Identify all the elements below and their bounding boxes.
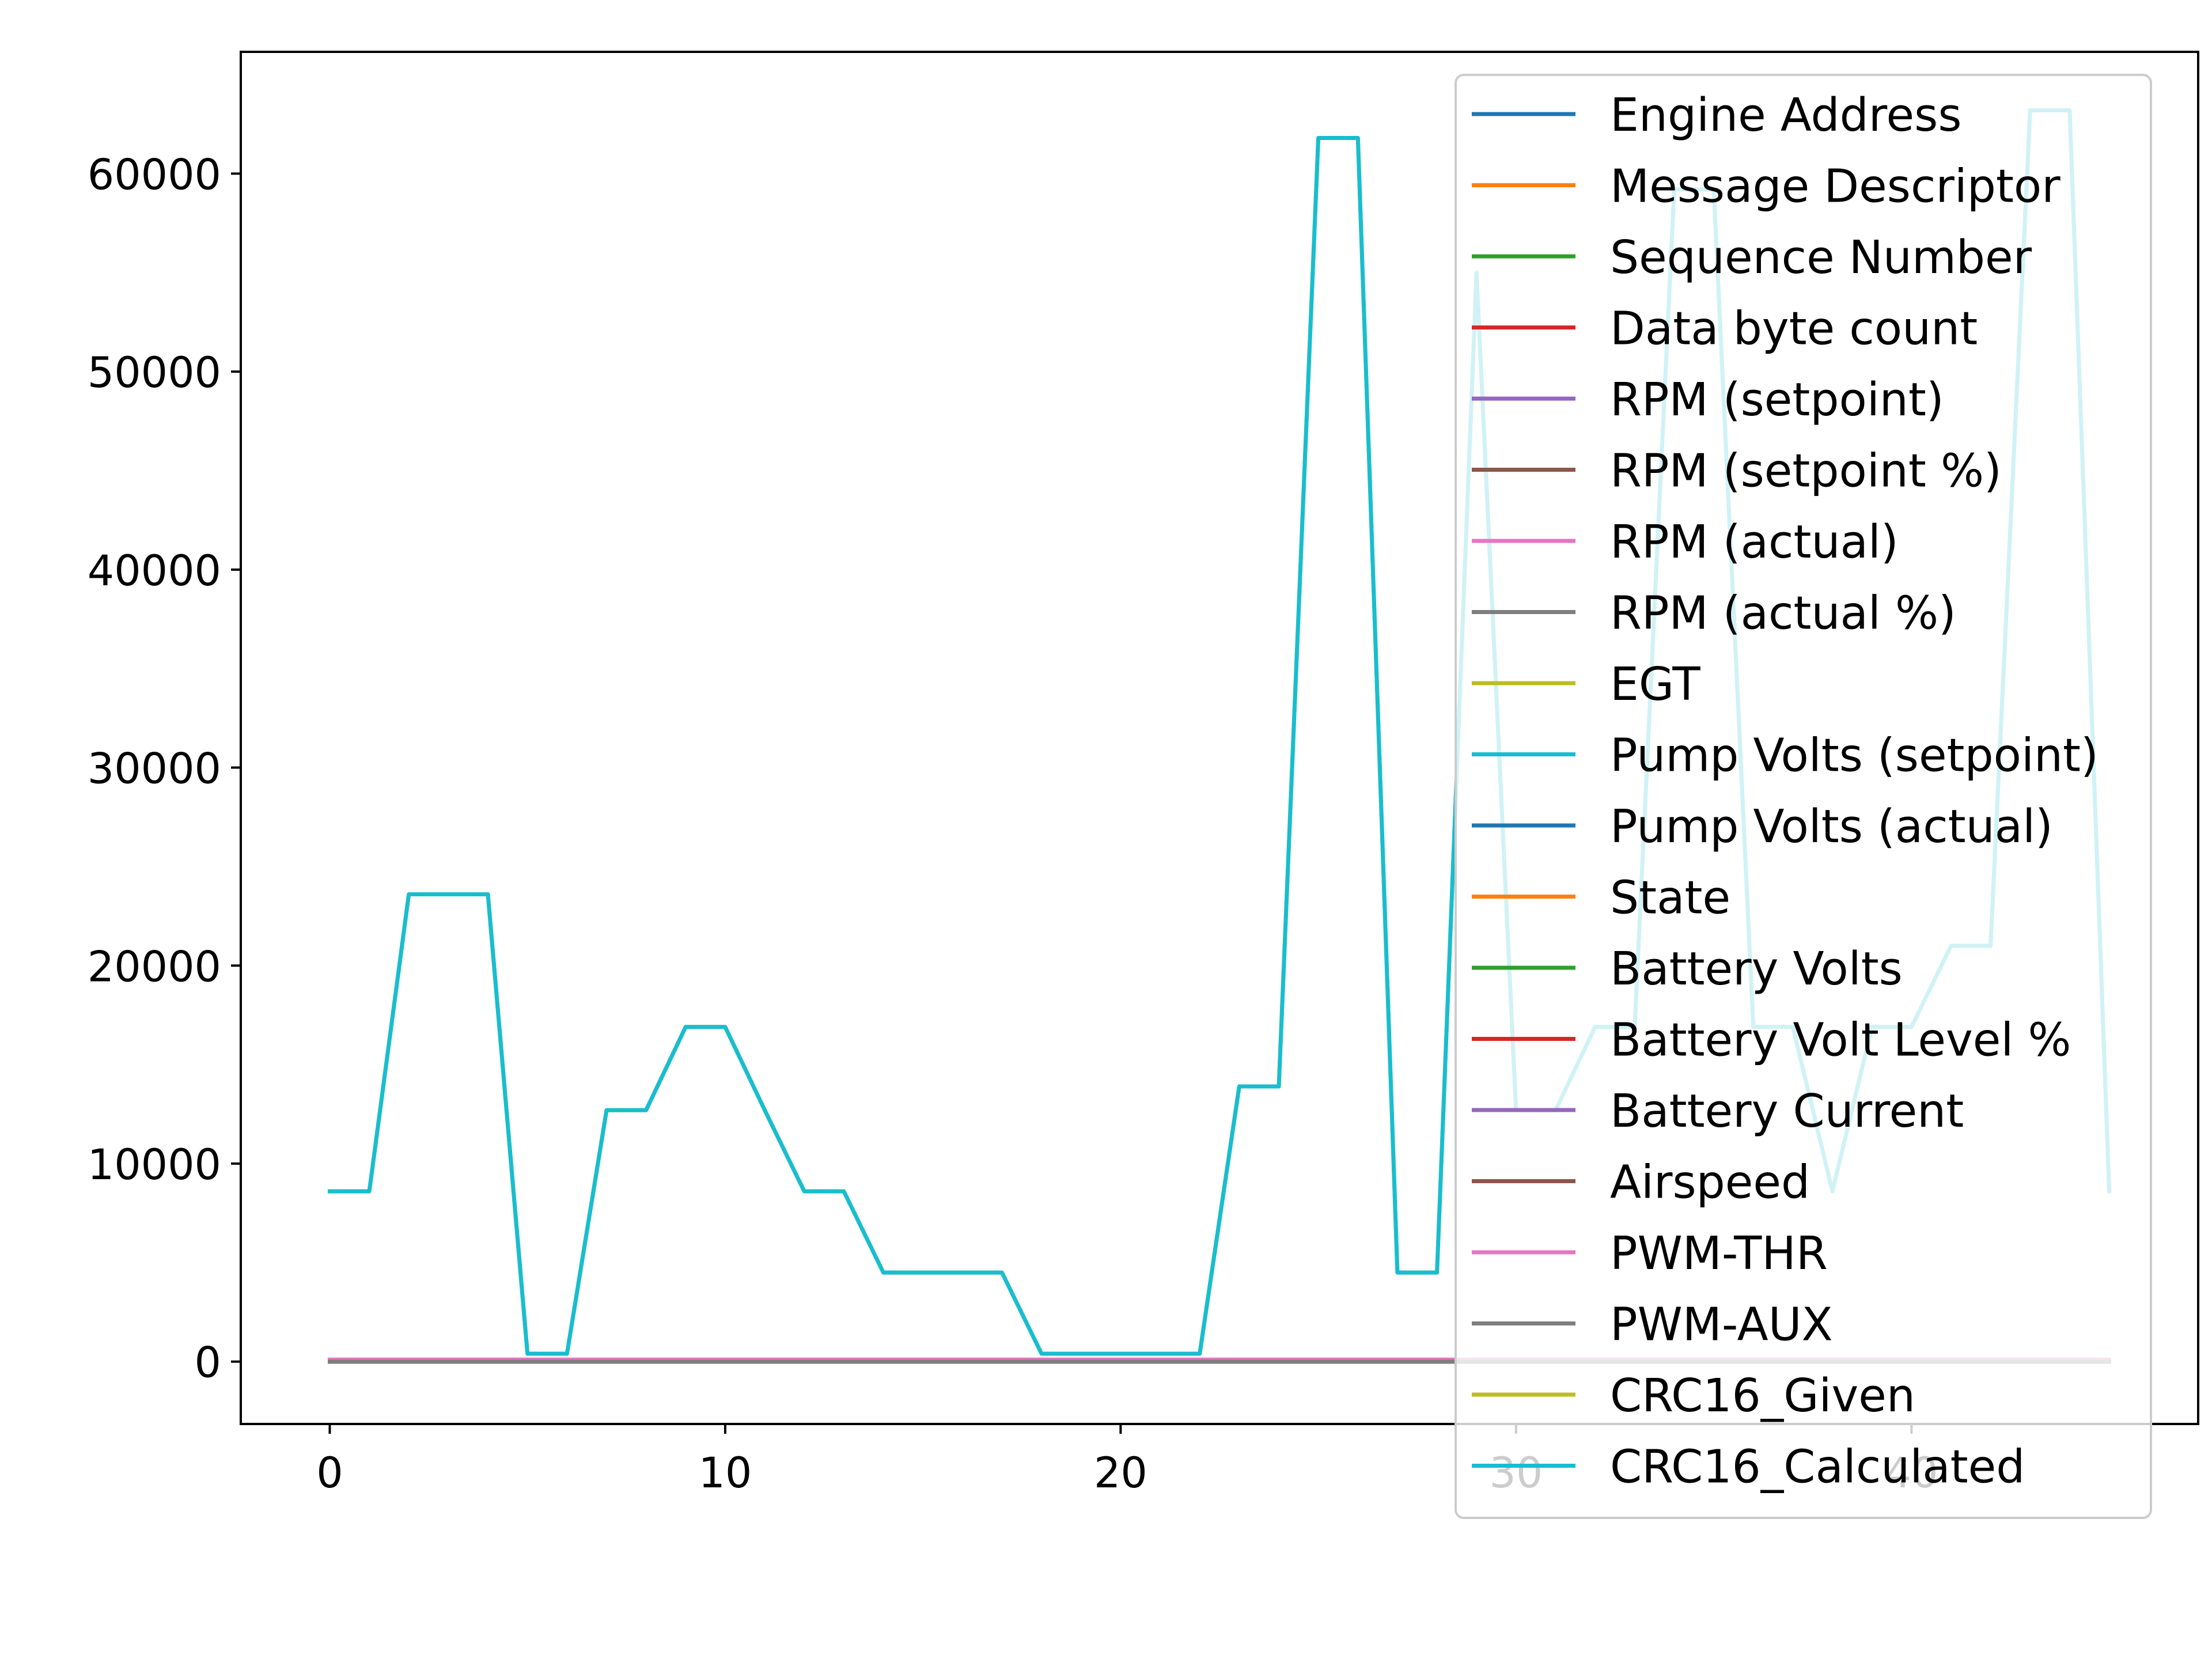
legend-label-2: Sequence Number — [1610, 231, 2032, 284]
y-tick-label: 0 — [195, 1339, 221, 1388]
y-tick-label: 60000 — [88, 150, 221, 199]
legend-label-15: Airspeed — [1610, 1156, 1810, 1209]
legend-label-14: Battery Current — [1610, 1085, 1964, 1138]
legend-label-7: RPM (actual %) — [1610, 587, 1956, 640]
y-tick-label: 10000 — [88, 1141, 221, 1190]
legend-label-9: Pump Volts (setpoint) — [1610, 729, 2099, 782]
legend-label-10: Pump Volts (actual) — [1610, 800, 2053, 853]
legend-label-18: CRC16_Given — [1610, 1369, 1915, 1422]
y-axis: 0 10000 20000 30000 40000 50000 60000 — [88, 150, 241, 1388]
legend: Engine Address Message Descriptor Sequence… — [1455, 74, 2152, 1519]
y-tick-label: 20000 — [88, 942, 221, 991]
legend-label-12: Battery Volts — [1610, 942, 1903, 995]
legend-label-5: RPM (setpoint %) — [1610, 445, 2002, 498]
legend-label-13: Battery Volt Level % — [1610, 1014, 2071, 1067]
legend-label-17: PWM-AUX — [1610, 1298, 1833, 1351]
legend-label-8: EGT — [1610, 658, 1700, 711]
legend-label-16: PWM-THR — [1610, 1227, 1828, 1280]
x-tick-label: 0 — [316, 1449, 343, 1498]
legend-label-3: Data byte count — [1610, 302, 1978, 355]
x-tick-label: 10 — [698, 1449, 752, 1498]
legend-label-11: State — [1610, 872, 1730, 925]
legend-frame — [1455, 74, 2152, 1519]
plot-frame — [240, 51, 2199, 1425]
legend-label-4: RPM (setpoint) — [1610, 373, 1944, 426]
x-tick-label: 20 — [1094, 1449, 1147, 1498]
legend-label-1: Message Descriptor — [1610, 160, 2061, 213]
legend-label-19: CRC16_Calculated — [1610, 1441, 2025, 1494]
legend-label-0: Engine Address — [1610, 89, 1961, 142]
y-tick-label: 30000 — [88, 745, 221, 794]
y-tick-label: 50000 — [88, 349, 221, 397]
legend-label-6: RPM (actual) — [1610, 516, 1899, 569]
y-tick-label: 40000 — [88, 547, 221, 596]
